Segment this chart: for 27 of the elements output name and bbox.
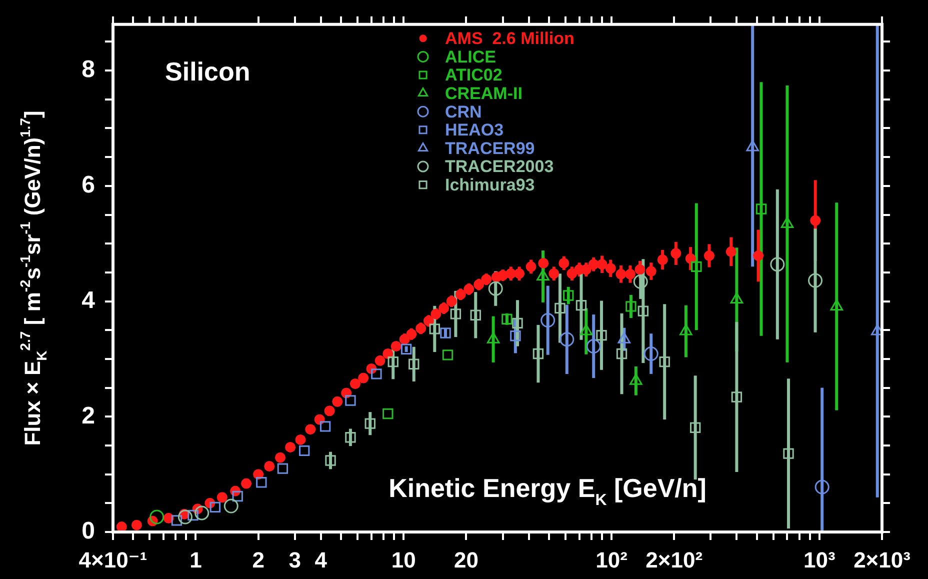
x-tick-label: 2×10³ [854, 547, 910, 572]
legend-label: HEAO3 [445, 120, 504, 140]
x-tick-label: 3 [288, 547, 302, 572]
y-tick-label: 0 [82, 518, 95, 545]
x-tick-label: 2 [252, 547, 264, 572]
legend-label: ALICE [445, 47, 496, 66]
x-tick-label: 20 [454, 547, 478, 572]
legend-label: ATIC02 [445, 66, 502, 85]
legend-label: CRN [445, 102, 482, 122]
x-tick-label: 2×10² [646, 547, 703, 572]
legend-label: AMS 2.6 Million [445, 29, 574, 48]
legend-label: TRACER99 [445, 138, 535, 158]
x-tick-label: 4 [314, 547, 328, 572]
y-tick-label: 2 [82, 402, 95, 430]
x-tick-label: 10³ [804, 547, 836, 572]
x-tick-label: 10 [391, 547, 416, 572]
y-tick-label: 6 [82, 172, 95, 199]
legend-label: Ichimura93 [445, 175, 535, 194]
y-tick-label: 4 [82, 286, 96, 314]
text: Silicon [165, 56, 250, 86]
legend-label: CREAM-II [445, 84, 522, 103]
legend-label: TRACER2003 [445, 157, 554, 176]
x-tick-label: 10² [596, 547, 628, 572]
x-tick-label: 4×10⁻¹ [78, 547, 148, 572]
x-tick-label: 1 [190, 547, 202, 572]
y-tick-label: 8 [82, 56, 95, 84]
text: Flux × EK2.7 [ m-2s-1sr-1 (GeV/n)1.7] [17, 110, 50, 446]
